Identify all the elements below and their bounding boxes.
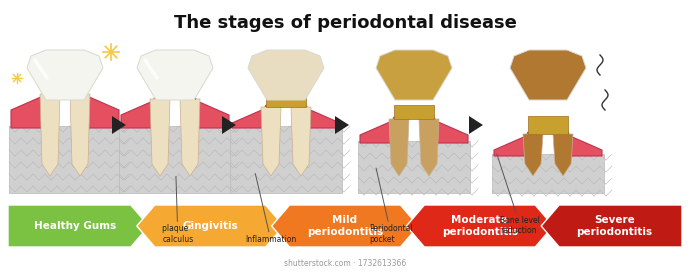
Polygon shape — [121, 97, 161, 128]
Polygon shape — [510, 50, 586, 100]
Polygon shape — [406, 205, 553, 247]
Polygon shape — [79, 92, 119, 128]
Polygon shape — [70, 94, 90, 176]
Polygon shape — [137, 50, 213, 100]
Polygon shape — [300, 105, 340, 128]
Text: Severe
periodontitis: Severe periodontitis — [577, 215, 653, 237]
Polygon shape — [112, 116, 126, 134]
Polygon shape — [150, 99, 170, 176]
Polygon shape — [11, 92, 51, 128]
Text: Gingivitis: Gingivitis — [182, 221, 238, 231]
Polygon shape — [232, 105, 272, 128]
Text: plaque ·
calculus: plaque · calculus — [162, 176, 193, 244]
Polygon shape — [222, 116, 236, 134]
Polygon shape — [428, 117, 468, 143]
Polygon shape — [27, 50, 103, 100]
Text: Periodontal
pocket: Periodontal pocket — [369, 168, 413, 244]
Polygon shape — [419, 119, 439, 176]
Text: Healthy Gums: Healthy Gums — [34, 221, 117, 231]
Polygon shape — [137, 205, 284, 247]
Polygon shape — [523, 134, 543, 176]
Text: Inflammation: Inflammation — [245, 174, 296, 244]
Polygon shape — [358, 141, 470, 193]
Polygon shape — [261, 107, 281, 176]
Polygon shape — [155, 90, 195, 99]
Text: shutterstock.com · 1732613366: shutterstock.com · 1732613366 — [284, 259, 406, 268]
Polygon shape — [119, 126, 231, 193]
Polygon shape — [376, 50, 452, 100]
Polygon shape — [360, 117, 400, 143]
Polygon shape — [528, 116, 568, 134]
Text: Mild
periodontitis: Mild periodontitis — [307, 215, 383, 237]
Polygon shape — [553, 134, 573, 176]
Polygon shape — [562, 132, 602, 156]
Text: Bone level
reduction: Bone level reduction — [497, 154, 540, 235]
Text: Moderate
periodontitis: Moderate periodontitis — [442, 215, 518, 237]
Polygon shape — [335, 116, 349, 134]
Polygon shape — [189, 97, 229, 128]
Polygon shape — [492, 154, 604, 193]
Polygon shape — [230, 126, 342, 193]
Polygon shape — [469, 116, 483, 134]
Polygon shape — [291, 107, 311, 176]
Polygon shape — [248, 50, 324, 100]
Polygon shape — [389, 119, 409, 176]
Text: The stages of periodontal disease: The stages of periodontal disease — [174, 14, 516, 32]
Polygon shape — [40, 94, 60, 176]
Polygon shape — [272, 205, 418, 247]
Polygon shape — [266, 96, 306, 107]
Polygon shape — [494, 132, 534, 156]
Polygon shape — [394, 105, 434, 119]
Polygon shape — [541, 205, 682, 247]
Polygon shape — [9, 126, 121, 193]
Polygon shape — [180, 99, 200, 176]
Polygon shape — [8, 205, 149, 247]
